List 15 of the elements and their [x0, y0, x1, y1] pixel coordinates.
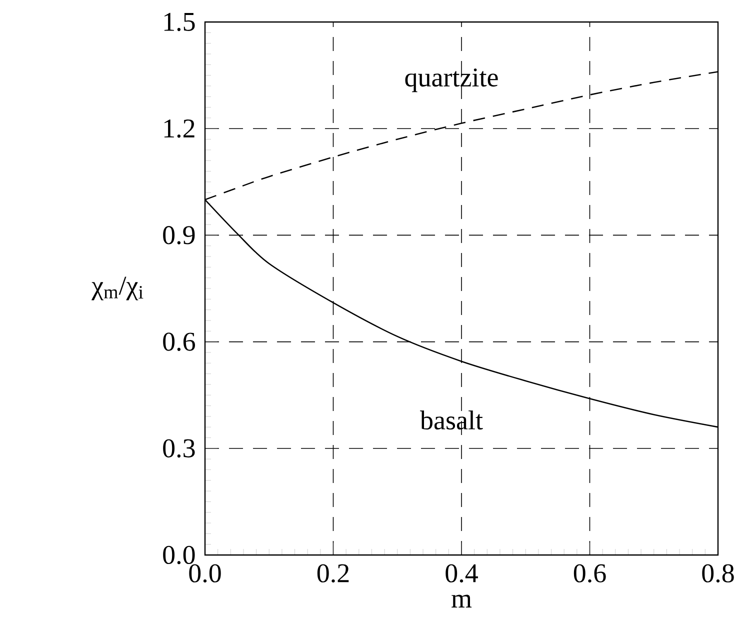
y-tick-label: 0.9	[163, 226, 195, 244]
x-tick-label: 0.8	[702, 564, 734, 583]
y-axis-title: χ$_{m}$/χ$_{i}$	[92, 276, 144, 300]
x-tick-label: 0.6	[574, 564, 606, 583]
y-tick-label: 1.5	[164, 12, 195, 32]
series-label: basalt	[420, 410, 483, 430]
y-tick-label: 0.3	[163, 439, 195, 458]
series-label: quartzite	[405, 68, 498, 92]
x-tick-label: 0.0	[189, 564, 221, 583]
x-tick-label: 0.2	[317, 564, 349, 583]
x-tick-label: 0.4	[446, 564, 478, 583]
y-tick-label: 0.6	[163, 332, 196, 351]
y-tick-label: 1.2	[164, 119, 194, 138]
x-axis-title: m	[452, 594, 472, 608]
y-tick-label: 0.0	[163, 546, 195, 564]
